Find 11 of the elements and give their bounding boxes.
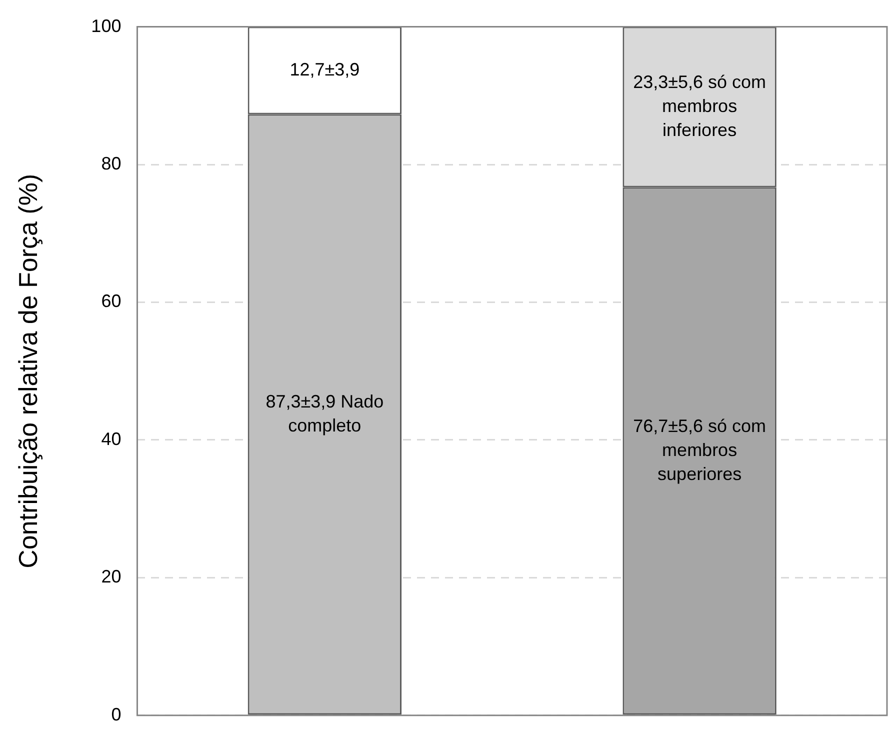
- y-tick-label: 100: [91, 16, 122, 36]
- data-label: 76,7±5,6 só com membros superiores: [633, 416, 766, 484]
- y-tick-label: 60: [101, 291, 122, 312]
- y-tick-label: 40: [101, 428, 122, 449]
- data-label: 87,3±3,9 Nado completo: [266, 391, 384, 436]
- y-tick-label: 80: [101, 153, 122, 174]
- y-axis-title: Contribuição relativa de Força (%): [12, 174, 43, 568]
- y-tick-label: 0: [111, 704, 122, 724]
- y-tick-label: 20: [101, 566, 122, 587]
- data-label: 12,7±3,9: [290, 59, 360, 80]
- data-label: 23,3±5,6 só com membros inferiores: [633, 72, 766, 140]
